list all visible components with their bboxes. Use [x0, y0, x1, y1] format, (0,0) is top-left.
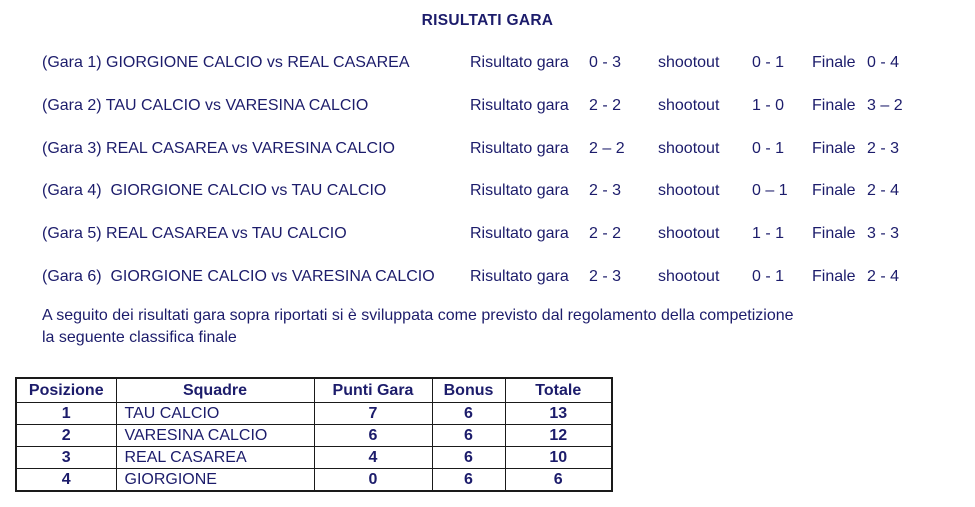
cell-squadra: REAL CASAREA — [115, 446, 315, 469]
cell-posizione: 1 — [15, 402, 117, 425]
cell-bonus: 6 — [431, 424, 506, 447]
column-header-totale: Totale — [504, 377, 613, 403]
summary-note: A seguito dei risultati gara sopra ripor… — [42, 305, 942, 348]
cell-totale: 13 — [504, 402, 613, 425]
finale-score: 0 - 4 — [867, 54, 900, 71]
game-result-row: (Gara 2) TAU CALCIO vs VARESINA CALCIO R… — [0, 97, 975, 119]
result-label: Risultato gara — [470, 182, 569, 199]
game-result-row: (Gara 3) REAL CASAREA vs VARESINA CALCIO… — [0, 140, 975, 162]
summary-note-line1: A seguito dei risultati gara sopra ripor… — [42, 307, 794, 324]
shootout-score: 1 - 1 — [752, 225, 785, 242]
game-result-row: (Gara 5) REAL CASAREA vs TAU CALCIO Risu… — [0, 225, 975, 247]
result-score: 2 - 3 — [589, 182, 622, 199]
finale-score: 3 - 3 — [867, 225, 900, 242]
cell-posizione: 3 — [15, 446, 117, 469]
table-row: 2 VARESINA CALCIO 6 6 12 — [15, 424, 613, 447]
game-label: (Gara 3) REAL CASAREA vs VARESINA CALCIO — [42, 140, 395, 157]
cell-totale: 12 — [504, 424, 613, 447]
standings-header-row: Posizione Squadre Punti Gara Bonus Total… — [15, 377, 613, 403]
cell-posizione: 2 — [15, 424, 117, 447]
result-score: 2 – 2 — [589, 140, 625, 157]
game-label: (Gara 6) GIORGIONE CALCIO vs VARESINA CA… — [42, 268, 435, 285]
table-row: 3 REAL CASAREA 4 6 10 — [15, 446, 613, 469]
cell-squadra: VARESINA CALCIO — [115, 424, 315, 447]
cell-squadra: TAU CALCIO — [115, 402, 315, 425]
finale-score: 2 - 4 — [867, 268, 900, 285]
game-label: (Gara 2) TAU CALCIO vs VARESINA CALCIO — [42, 97, 369, 114]
shootout-label: shootout — [658, 54, 720, 71]
result-score: 2 - 2 — [589, 225, 622, 242]
finale-score: 2 - 3 — [867, 140, 900, 157]
result-label: Risultato gara — [470, 268, 569, 285]
cell-totale: 6 — [504, 468, 613, 492]
game-label: (Gara 5) REAL CASAREA vs TAU CALCIO — [42, 225, 347, 242]
standings-table: Posizione Squadre Punti Gara Bonus Total… — [15, 377, 613, 492]
cell-bonus: 6 — [431, 446, 506, 469]
game-result-row: (Gara 4) GIORGIONE CALCIO vs TAU CALCIO … — [0, 182, 975, 204]
cell-squadra: GIORGIONE — [115, 468, 315, 492]
summary-note-line2: la seguente classifica finale — [42, 328, 237, 346]
finale-label: Finale — [812, 54, 856, 71]
shootout-label: shootout — [658, 225, 720, 242]
table-row: 4 GIORGIONE 0 6 6 — [15, 468, 613, 492]
finale-label: Finale — [812, 182, 856, 199]
table-row: 1 TAU CALCIO 7 6 13 — [15, 402, 613, 425]
shootout-label: shootout — [658, 97, 720, 114]
game-result-row: (Gara 6) GIORGIONE CALCIO vs VARESINA CA… — [0, 268, 975, 290]
cell-bonus: 6 — [431, 402, 506, 425]
finale-label: Finale — [812, 97, 856, 114]
finale-label: Finale — [812, 140, 856, 157]
cell-punti-gara: 4 — [313, 446, 433, 469]
game-result-row: (Gara 1) GIORGIONE CALCIO vs REAL CASARE… — [0, 54, 975, 76]
column-header-posizione: Posizione — [15, 377, 117, 403]
shootout-label: shootout — [658, 268, 720, 285]
column-header-bonus: Bonus — [431, 377, 506, 403]
cell-punti-gara: 0 — [313, 468, 433, 492]
game-label: (Gara 1) GIORGIONE CALCIO vs REAL CASARE… — [42, 54, 410, 71]
cell-punti-gara: 6 — [313, 424, 433, 447]
result-score: 2 - 2 — [589, 97, 622, 114]
shootout-score: 1 - 0 — [752, 97, 785, 114]
cell-bonus: 6 — [431, 468, 506, 492]
page-title: RISULTATI GARA — [421, 12, 554, 29]
shootout-label: shootout — [658, 182, 720, 199]
finale-label: Finale — [812, 225, 856, 242]
result-score: 0 - 3 — [589, 54, 622, 71]
result-score: 2 - 3 — [589, 268, 622, 285]
column-header-squadre: Squadre — [115, 377, 315, 403]
finale-score: 2 - 4 — [867, 182, 900, 199]
finale-score: 3 – 2 — [867, 97, 903, 114]
result-label: Risultato gara — [470, 97, 569, 114]
cell-punti-gara: 7 — [313, 402, 433, 425]
result-label: Risultato gara — [470, 54, 569, 71]
shootout-score: 0 – 1 — [752, 182, 788, 199]
finale-label: Finale — [812, 268, 856, 285]
cell-posizione: 4 — [15, 468, 117, 492]
game-label: (Gara 4) GIORGIONE CALCIO vs TAU CALCIO — [42, 182, 387, 199]
shootout-label: shootout — [658, 140, 720, 157]
column-header-punti-gara: Punti Gara — [313, 377, 433, 403]
result-label: Risultato gara — [470, 225, 569, 242]
cell-totale: 10 — [504, 446, 613, 469]
result-label: Risultato gara — [470, 140, 569, 157]
shootout-score: 0 - 1 — [752, 140, 785, 157]
shootout-score: 0 - 1 — [752, 268, 785, 285]
shootout-score: 0 - 1 — [752, 54, 785, 71]
